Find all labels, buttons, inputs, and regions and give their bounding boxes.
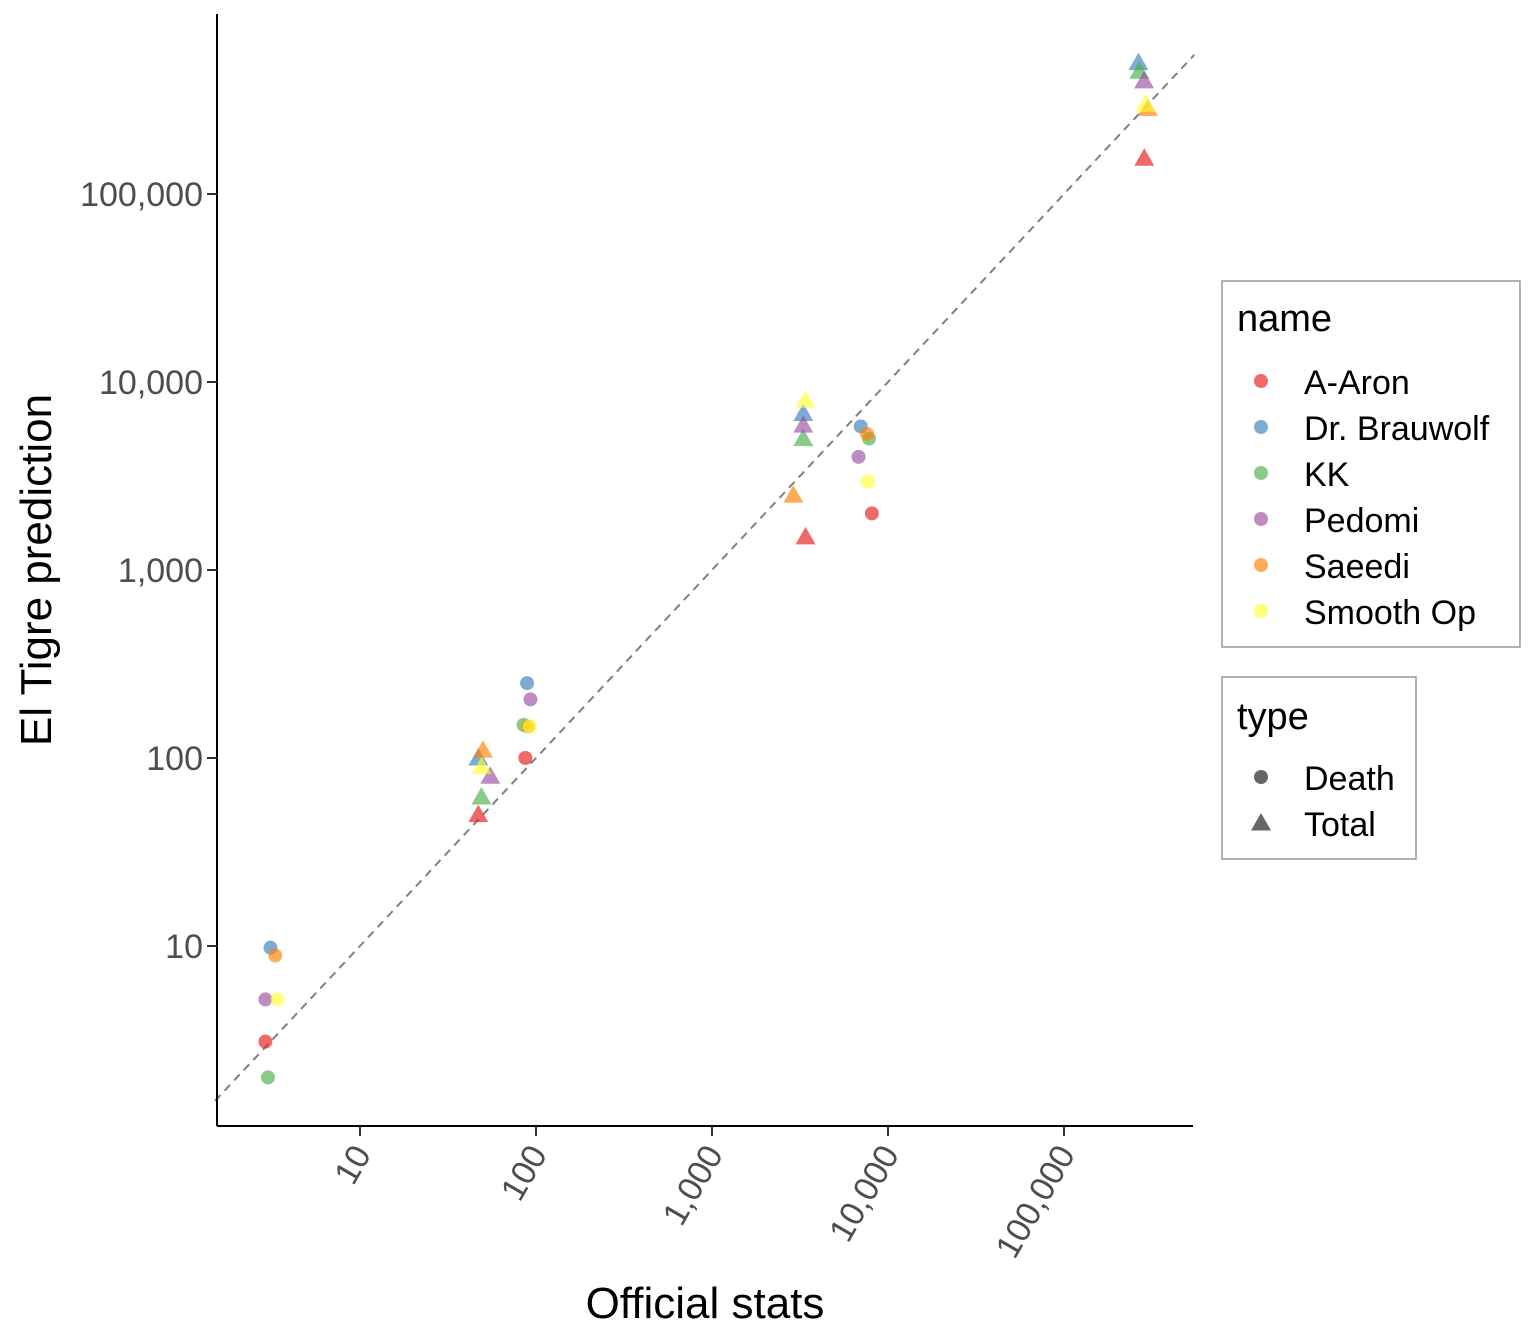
- point-pedomi-death: [851, 449, 866, 464]
- point-smooth-op-total: [1135, 94, 1156, 112]
- point-a-aron-death: [258, 1034, 273, 1049]
- reference-line: [214, 54, 1196, 1102]
- legend-name: name A-Aron Dr. Brauwolf KK Pedomi Saeedi Smo…: [1221, 280, 1521, 648]
- point-smooth-op-death: [270, 992, 285, 1007]
- point-pedomi-death: [258, 992, 273, 1007]
- point-saeedi-death: [268, 948, 283, 963]
- point-smooth-op-death: [861, 474, 876, 489]
- point-pedomi-death: [523, 692, 538, 707]
- legend-name-key: [1254, 466, 1268, 480]
- y-tick-label: 100,000: [80, 176, 203, 214]
- y-tick-label: 10: [165, 928, 203, 966]
- legend-name-key: [1254, 604, 1268, 618]
- point-smooth-op-total: [795, 390, 816, 408]
- legend-name-items: A-Aron Dr. Brauwolf KK Pedomi Saeedi Smooth O…: [1254, 364, 1490, 632]
- y-ticks-layer: 10 100 1,000 10,000 100,000: [80, 176, 217, 966]
- legend-name-label: KK: [1304, 456, 1350, 494]
- point-a-aron-total: [1134, 148, 1155, 166]
- reference-line-layer: [214, 54, 1196, 1102]
- legend-name-label: A-Aron: [1304, 364, 1410, 402]
- legend-name-label: Saeedi: [1304, 548, 1410, 586]
- x-tick-label: 100,000: [989, 1139, 1083, 1264]
- point-a-aron-death: [518, 751, 533, 765]
- legend-type-items: Death Total: [1251, 760, 1395, 844]
- y-tick-label: 1,000: [118, 552, 203, 590]
- legend-name-key: [1254, 512, 1268, 526]
- y-axis-title: El Tigre prediction: [12, 394, 61, 746]
- y-tick-label: 100: [146, 740, 203, 778]
- point-saeedi-total: [783, 485, 804, 503]
- legend-name-title: name: [1237, 298, 1332, 340]
- point-saeedi-total: [473, 740, 494, 758]
- legend-type-key-circle: [1254, 770, 1268, 784]
- point-dr-brauwolf-total: [793, 403, 814, 421]
- point-a-aron-death: [864, 506, 879, 521]
- point-pedomi-total: [1134, 70, 1155, 89]
- point-kk-total: [793, 428, 814, 447]
- legend-name-key: [1254, 558, 1268, 572]
- x-tick-label: 100: [494, 1139, 555, 1207]
- point-saeedi-death: [860, 426, 875, 441]
- y-tick-label: 10,000: [99, 364, 203, 402]
- legend-type-key-triangle: [1251, 813, 1271, 831]
- legend-name-box: [1221, 280, 1521, 648]
- point-dr-brauwolf-total: [1128, 52, 1149, 71]
- legend-name-label: Smooth Op: [1304, 594, 1476, 632]
- point-kk-death: [260, 1070, 275, 1085]
- point-a-aron-total: [468, 804, 489, 823]
- x-tick-label: 1,000: [655, 1139, 730, 1232]
- legend-name-label: Dr. Brauwolf: [1304, 410, 1490, 448]
- legend-name-label: Pedomi: [1304, 502, 1419, 540]
- point-pedomi-total: [480, 766, 501, 784]
- legend-type-label: Death: [1304, 760, 1395, 798]
- point-kk-total: [471, 787, 492, 805]
- x-tick-label: 10,000: [822, 1139, 907, 1248]
- x-ticks-layer: 10 100 1,000 10,000 100,000: [327, 1126, 1083, 1264]
- axes-layer: [216, 14, 1193, 1127]
- point-pedomi-total: [793, 415, 814, 433]
- legend-name-key: [1254, 374, 1268, 388]
- point-smooth-op-death: [522, 719, 537, 734]
- x-tick-label: 10: [327, 1139, 379, 1191]
- legend-type-title: type: [1237, 696, 1309, 738]
- point-a-aron-total: [795, 526, 816, 545]
- legend-type: type Death Total: [1221, 676, 1417, 860]
- point-dr-brauwolf-death: [520, 676, 535, 691]
- x-axis-title: Official stats: [586, 1279, 825, 1328]
- legend-type-label: Total: [1304, 806, 1376, 844]
- point-smooth-op-total: [471, 756, 492, 775]
- legend-name-key: [1254, 420, 1268, 434]
- data-points-layer: [258, 52, 1158, 1085]
